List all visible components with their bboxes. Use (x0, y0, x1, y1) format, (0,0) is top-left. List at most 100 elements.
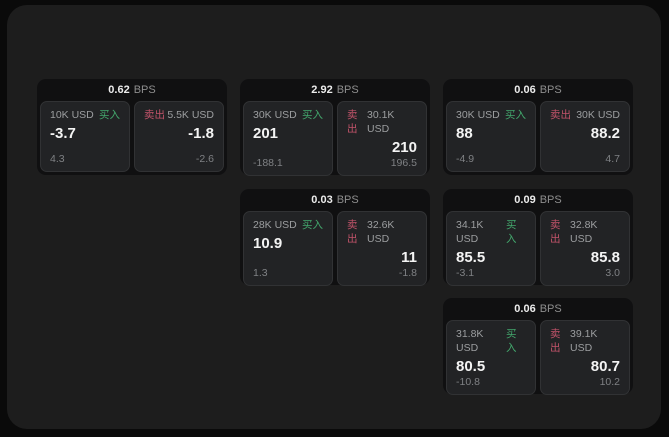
spread-unit: BPS (539, 194, 562, 206)
quote-body: 30K USD 买入 88 -4.9 卖出 30K USD 88.2 4.7 (443, 101, 633, 175)
buy-price: 85.5 (456, 249, 486, 266)
buy-delta: 1.3 (253, 267, 268, 279)
sell-price: 80.7 (590, 358, 620, 375)
sell-label: 卖出 (550, 219, 561, 245)
spread-value: 0.09 (514, 194, 536, 206)
quote-card: 2.92 BPS 30K USD 买入 201 -188.1 卖出 30.1K … (240, 79, 430, 176)
quote-body: 30K USD 买入 201 -188.1 卖出 30.1K USD 210 1… (240, 101, 430, 179)
quote-body: 34.1K USD 买入 85.5 -3.1 卖出 32.8K USD 85.8… (443, 211, 633, 289)
sell-label: 卖出 (347, 219, 358, 245)
sell-tile[interactable]: 卖出 30.1K USD 210 196.5 (337, 101, 427, 176)
sell-delta: 4.7 (605, 153, 620, 165)
quote-card: 0.03 BPS 28K USD 买入 10.9 1.3 卖出 32.6K US… (240, 189, 430, 286)
sell-label: 卖出 (550, 328, 561, 354)
buy-label: 买入 (99, 109, 120, 121)
sell-delta: 196.5 (390, 157, 417, 169)
sell-price: 85.8 (590, 249, 620, 266)
sell-tile-top: 卖出 39.1K USD (550, 327, 620, 355)
buy-price: 10.9 (253, 235, 283, 252)
buy-amount: 34.1K USD (456, 219, 484, 245)
sell-amount: 30K USD (576, 109, 620, 121)
sell-amount: 32.6K USD (366, 219, 395, 245)
buy-tile-top: 10K USD 买入 (50, 108, 120, 122)
sell-tile-top: 卖出 30K USD (550, 108, 620, 122)
buy-tile-top: 28K USD 买入 (253, 218, 323, 232)
buy-delta: -10.8 (456, 376, 480, 388)
sell-price: -1.8 (188, 125, 214, 142)
sell-label: 卖出 (347, 109, 358, 135)
spread-header: 2.92 BPS (240, 79, 430, 101)
buy-delta: -188.1 (253, 157, 283, 169)
buy-tile-top: 31.8K USD 买入 (456, 327, 526, 355)
spread-value: 2.92 (311, 84, 333, 96)
spread-header: 0.09 BPS (443, 189, 633, 211)
buy-tile-top: 30K USD 买入 (253, 108, 323, 122)
spread-value: 0.06 (514, 303, 536, 315)
spread-header: 0.62 BPS (37, 79, 227, 101)
sell-tile-top: 卖出 30.1K USD (347, 108, 417, 136)
sell-tile-top: 卖出 5.5K USD (144, 108, 214, 122)
spread-value: 0.03 (311, 194, 333, 206)
buy-tile[interactable]: 10K USD 买入 -3.7 4.3 (40, 101, 130, 172)
buy-price: 88 (456, 125, 473, 142)
sell-label: 卖出 (550, 109, 571, 121)
buy-amount: 10K USD (50, 109, 94, 121)
sell-tile[interactable]: 卖出 32.6K USD 11 -1.8 (337, 211, 427, 286)
spread-unit: BPS (336, 194, 359, 206)
buy-label: 买入 (506, 328, 517, 354)
spread-unit: BPS (539, 303, 562, 315)
sell-amount: 32.8K USD (569, 219, 598, 245)
buy-label: 买入 (506, 219, 517, 245)
buy-delta: -3.1 (456, 267, 475, 279)
buy-delta: -4.9 (456, 153, 475, 165)
sell-tile[interactable]: 卖出 32.8K USD 85.8 3.0 (540, 211, 630, 286)
buy-tile[interactable]: 30K USD 买入 201 -188.1 (243, 101, 333, 176)
sell-amount: 39.1K USD (569, 328, 598, 354)
buy-price: -3.7 (50, 125, 76, 142)
buy-label: 买入 (302, 109, 323, 121)
sell-tile[interactable]: 卖出 39.1K USD 80.7 10.2 (540, 320, 630, 395)
sell-delta: 3.0 (605, 267, 620, 279)
buy-amount: 30K USD (456, 109, 500, 121)
buy-delta: 4.3 (50, 153, 65, 165)
spread-value: 0.62 (108, 84, 130, 96)
buy-tile[interactable]: 31.8K USD 买入 80.5 -10.8 (446, 320, 536, 395)
buy-label: 买入 (302, 219, 323, 231)
sell-tile[interactable]: 卖出 30K USD 88.2 4.7 (540, 101, 630, 172)
spread-value: 0.06 (514, 84, 536, 96)
buy-amount: 31.8K USD (456, 328, 484, 354)
buy-tile[interactable]: 28K USD 买入 10.9 1.3 (243, 211, 333, 286)
quote-body: 10K USD 买入 -3.7 4.3 卖出 5.5K USD -1.8 -2.… (37, 101, 227, 175)
quotes-panel: 0.62 BPS 10K USD 买入 -3.7 4.3 卖出 5.5K USD (7, 5, 661, 429)
sell-tile-top: 卖出 32.8K USD (550, 218, 620, 246)
buy-tile-top: 30K USD 买入 (456, 108, 526, 122)
quote-card: 0.62 BPS 10K USD 买入 -3.7 4.3 卖出 5.5K USD (37, 79, 227, 175)
buy-label: 买入 (505, 109, 526, 121)
quote-body: 31.8K USD 买入 80.5 -10.8 卖出 39.1K USD 80.… (443, 320, 633, 398)
sell-price: 11 (401, 249, 417, 266)
buy-amount: 28K USD (253, 219, 297, 231)
quote-card: 0.06 BPS 31.8K USD 买入 80.5 -10.8 卖出 39.1… (443, 298, 633, 395)
quote-card: 0.09 BPS 34.1K USD 买入 85.5 -3.1 卖出 32.8K… (443, 189, 633, 286)
quote-body: 28K USD 买入 10.9 1.3 卖出 32.6K USD 11 -1.8 (240, 211, 430, 289)
spread-unit: BPS (336, 84, 359, 96)
spread-header: 0.06 BPS (443, 79, 633, 101)
sell-amount: 30.1K USD (366, 109, 395, 135)
sell-tile-top: 卖出 32.6K USD (347, 218, 417, 246)
sell-tile[interactable]: 卖出 5.5K USD -1.8 -2.6 (134, 101, 224, 172)
sell-amount: 5.5K USD (167, 109, 214, 121)
spread-header: 0.03 BPS (240, 189, 430, 211)
buy-price: 80.5 (456, 358, 486, 375)
buy-tile[interactable]: 34.1K USD 买入 85.5 -3.1 (446, 211, 536, 286)
spread-unit: BPS (133, 84, 156, 96)
spread-header: 0.06 BPS (443, 298, 633, 320)
buy-tile[interactable]: 30K USD 买入 88 -4.9 (446, 101, 536, 172)
buy-tile-top: 34.1K USD 买入 (456, 218, 526, 246)
sell-price: 88.2 (590, 125, 620, 142)
quote-card: 0.06 BPS 30K USD 买入 88 -4.9 卖出 30K USD (443, 79, 633, 175)
sell-label: 卖出 (144, 109, 165, 121)
sell-delta: -1.8 (398, 267, 417, 279)
buy-amount: 30K USD (253, 109, 297, 121)
sell-price: 210 (391, 139, 417, 156)
